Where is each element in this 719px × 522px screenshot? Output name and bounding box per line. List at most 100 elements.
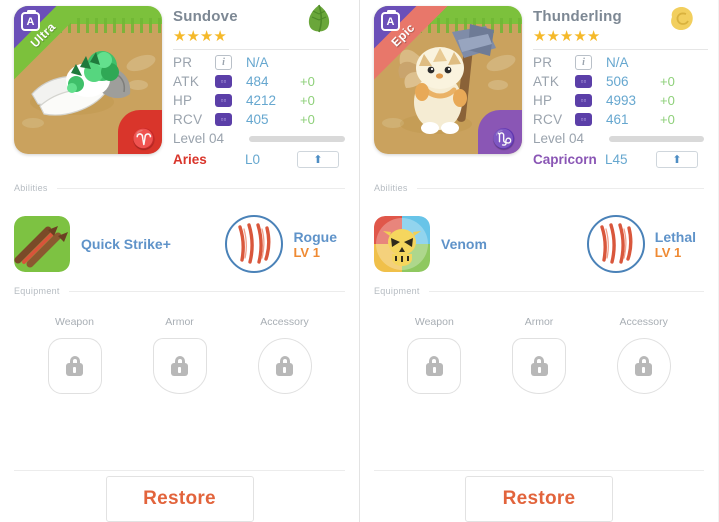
stat-badge: ▫▫ xyxy=(215,113,232,126)
ability-primary-name: Quick Strike+ xyxy=(81,236,171,252)
star-icon: ★ xyxy=(586,28,601,45)
restore-button[interactable]: Restore xyxy=(105,476,254,522)
star-icon: ★ xyxy=(546,28,560,45)
stat-panel: Thunderling ★ ★ ★ ★ ★ PR i N/A ATK ▫▫ 506 +0 HP ▫▫ 49… xyxy=(522,6,710,170)
zodiac-badge: ♑ xyxy=(478,110,522,154)
rank-badge: A xyxy=(381,10,400,31)
info-icon[interactable]: i xyxy=(575,55,592,70)
level-progress-bar xyxy=(249,135,345,142)
lock-icon xyxy=(66,356,83,376)
equipment-slot-weapon[interactable]: Weapon xyxy=(22,316,127,394)
abilities-title: Abilities xyxy=(14,183,48,193)
star-icon: ★ xyxy=(213,28,227,45)
ability-primary-name: Venom xyxy=(441,236,487,252)
equipment-slot-label: Weapon xyxy=(55,316,94,328)
equipment-slot-armor[interactable]: Armor xyxy=(487,316,592,394)
monster-name: Sundove xyxy=(173,8,238,25)
stat-panel: Sundove ★ ★ ★ ★ PR i N/A ATK ▫▫ 484 +0 HP ▫▫ 4212 +0 R… xyxy=(162,6,351,170)
zodiac-level: L45 xyxy=(605,151,628,167)
stat-label: RCV xyxy=(173,112,203,127)
ability-primary[interactable]: Venom xyxy=(374,216,587,272)
stat-label: ATK xyxy=(533,74,560,89)
leaf-icon xyxy=(308,4,330,33)
stat-bonus: +0 xyxy=(300,112,315,127)
level-label: Level 04 xyxy=(173,131,225,146)
equipment-slot-accessory[interactable]: Accessory xyxy=(232,316,337,394)
stat-label: HP xyxy=(533,93,553,108)
venom-skull-icon xyxy=(374,216,430,272)
equipment-title: Equipment xyxy=(374,286,420,296)
equipment-slot-frame[interactable] xyxy=(616,338,671,394)
monster-name: Thunderling xyxy=(533,8,622,25)
stat-label: HP xyxy=(173,93,193,108)
stat-value: 506 xyxy=(606,74,629,89)
abilities-section-header: Abilities xyxy=(0,183,359,193)
stat-value: 461 xyxy=(606,112,629,127)
stat-value: 4993 xyxy=(606,93,637,108)
star-icon: ★ xyxy=(559,28,574,45)
divider xyxy=(533,49,708,50)
stat-label: ATK xyxy=(173,74,200,89)
ability-secondary-level: LV 1 xyxy=(293,244,320,260)
upgrade-button[interactable]: ⬆ xyxy=(656,150,698,168)
star-rating: ★ ★ ★ ★ xyxy=(173,27,351,46)
ability-secondary[interactable]: Rogue LV 1 xyxy=(225,215,337,273)
stat-badge: ▫▫ xyxy=(575,94,592,107)
equipment-slot-frame[interactable] xyxy=(152,338,207,394)
equipment-title: Equipment xyxy=(14,286,60,296)
abilities-row: Venom xyxy=(360,215,718,273)
light-swirl-icon xyxy=(671,7,693,31)
monster-card-right: Epic A ♑ Thunderling ★ ★ ★ ★ ★ PR i N/A ATK ▫▫ 50… xyxy=(359,0,718,522)
star-icon: ★ xyxy=(573,28,587,45)
zodiac-badge: ♈ xyxy=(118,110,162,154)
stat-row: RCV ▫▫ 405 +0 xyxy=(173,110,351,129)
stat-bonus: +0 xyxy=(660,74,675,89)
equipment-slot-label: Armor xyxy=(524,316,554,328)
monster-portrait[interactable]: Epic A ♑ xyxy=(374,6,522,154)
stat-bonus: +0 xyxy=(300,74,315,89)
lock-icon xyxy=(530,356,548,376)
ability-secondary-level: LV 1 xyxy=(654,244,682,260)
stat-value: 4212 xyxy=(246,93,277,108)
stat-row: PR i N/A xyxy=(173,53,351,72)
stat-row: ATK ▫▫ 484 +0 xyxy=(173,72,351,91)
zodiac-row: Aries L0 ⬆ xyxy=(173,148,351,170)
star-icon: ★ xyxy=(186,28,200,45)
equipment-slot-weapon[interactable]: Weapon xyxy=(382,316,487,394)
stat-list: PR i N/A ATK ▫▫ 484 +0 HP ▫▫ 4212 +0 RCV ▫▫ 405 +0 xyxy=(173,53,351,129)
stat-row: ATK ▫▫ 506 +0 xyxy=(533,72,710,91)
quick-strike-icon xyxy=(14,216,70,272)
info-icon[interactable]: i xyxy=(215,55,232,70)
equipment-slot-frame[interactable] xyxy=(47,338,102,394)
equipment-slot-accessory[interactable]: Accessory xyxy=(591,316,696,394)
equipment-slot-label: Weapon xyxy=(414,316,454,328)
stat-value: 484 xyxy=(246,74,269,89)
monster-portrait[interactable]: Ultra A ♈ xyxy=(14,6,162,154)
abilities-title: Abilities xyxy=(374,183,408,193)
stat-bonus: +0 xyxy=(300,93,315,108)
section-line xyxy=(416,187,704,189)
ability-secondary-name: Rogue xyxy=(293,228,337,245)
equipment-slot-frame[interactable] xyxy=(512,338,566,394)
stat-badge: ▫▫ xyxy=(575,113,592,126)
stat-badge: ▫▫ xyxy=(215,94,232,107)
section-line xyxy=(56,187,345,189)
stat-value: 405 xyxy=(246,112,269,127)
restore-button[interactable]: Restore xyxy=(465,476,613,522)
ability-secondary-name: Lethal xyxy=(654,228,696,245)
stat-row: RCV ▫▫ 461 +0 xyxy=(533,110,710,129)
stat-row: HP ▫▫ 4993 +0 xyxy=(533,91,710,110)
stat-label: PR xyxy=(173,55,193,70)
equipment-slot-armor[interactable]: Armor xyxy=(127,316,232,394)
ability-primary[interactable]: Quick Strike+ xyxy=(14,216,225,272)
stat-label: PR xyxy=(533,55,553,70)
equipment-row: Weapon Armor Accessory xyxy=(0,316,359,394)
zodiac-name: Capricorn xyxy=(533,151,597,167)
zodiac-row: Capricorn L45 ⬆ xyxy=(533,148,710,170)
equipment-slot-frame[interactable] xyxy=(407,338,462,394)
ability-secondary[interactable]: Lethal LV 1 xyxy=(586,215,696,273)
equipment-slot-label: Accessory xyxy=(619,316,668,328)
upgrade-button[interactable]: ⬆ xyxy=(297,150,339,168)
equipment-slot-frame[interactable] xyxy=(257,338,312,394)
